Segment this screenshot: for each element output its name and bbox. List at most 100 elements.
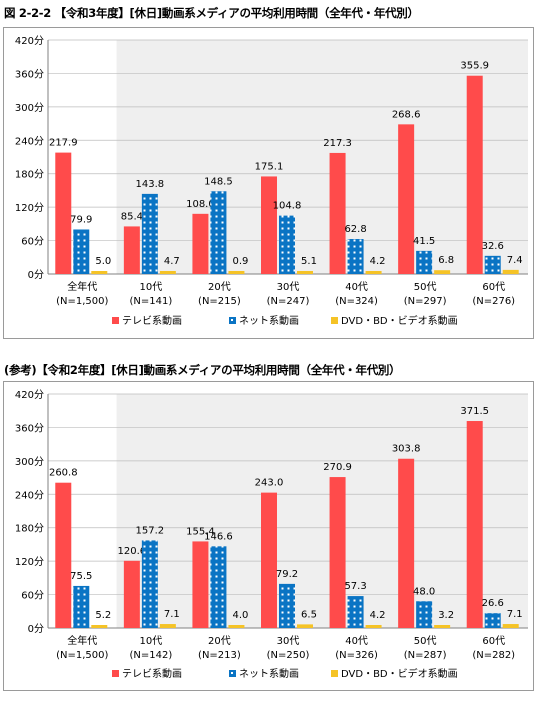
dvd-bar bbox=[159, 624, 176, 628]
y-tick-label: 120分 bbox=[15, 202, 44, 214]
data-label: 371.5 bbox=[460, 406, 489, 417]
dvd-bar bbox=[502, 624, 519, 628]
category-label: 30代 bbox=[277, 635, 300, 647]
data-label: 48.0 bbox=[413, 586, 435, 597]
data-label: 4.7 bbox=[164, 256, 180, 267]
sample-size-label: (N=1,500) bbox=[56, 650, 108, 661]
legend-label: DVD・BD・ビデオ系動画 bbox=[341, 314, 458, 327]
net-bar bbox=[210, 546, 227, 628]
data-label: 7.1 bbox=[164, 609, 180, 620]
dvd-bar bbox=[228, 625, 245, 628]
category-label: 40代 bbox=[345, 281, 368, 293]
net-bar bbox=[210, 191, 227, 274]
category-label: 30代 bbox=[277, 281, 300, 293]
dvd-bar bbox=[297, 271, 313, 274]
legend-label: テレビ系動画 bbox=[122, 314, 182, 327]
dvd-bar bbox=[502, 269, 519, 274]
data-label: 5.0 bbox=[95, 256, 111, 267]
y-tick-label: 0分 bbox=[28, 269, 44, 281]
data-label: 6.5 bbox=[301, 609, 317, 620]
data-label: 146.6 bbox=[204, 531, 233, 542]
tv-bar bbox=[466, 75, 483, 274]
legend-label: テレビ系動画 bbox=[122, 667, 182, 680]
dvd-bar bbox=[365, 625, 382, 628]
data-label: 143.8 bbox=[136, 179, 165, 190]
dvd-bar bbox=[159, 271, 176, 274]
data-label: 85.4 bbox=[121, 211, 143, 222]
sample-size-label: (N=297) bbox=[404, 296, 447, 307]
chart-title-2: (参考)【令和2年度】[休日]動画系メディアの平均利用時間（全年代・年代別） bbox=[4, 363, 401, 377]
data-label: 4.0 bbox=[232, 610, 248, 621]
sample-size-label: (N=1,500) bbox=[56, 296, 108, 307]
data-label: 355.9 bbox=[460, 61, 489, 72]
data-label: 243.0 bbox=[255, 478, 284, 489]
legend-swatch bbox=[331, 317, 338, 324]
net-bar bbox=[141, 193, 158, 274]
tv-bar bbox=[261, 176, 277, 274]
sample-size-label: (N=142) bbox=[129, 650, 172, 661]
tv-bar bbox=[398, 458, 415, 628]
dvd-bar bbox=[228, 271, 245, 274]
data-label: 79.2 bbox=[276, 569, 298, 580]
y-tick-label: 180分 bbox=[15, 523, 44, 535]
shaded-area bbox=[116, 394, 529, 628]
data-label: 175.1 bbox=[255, 161, 284, 172]
net-bar bbox=[416, 601, 433, 628]
y-tick-label: 240分 bbox=[15, 489, 44, 501]
net-bar bbox=[279, 583, 295, 628]
y-tick-label: 420分 bbox=[15, 35, 44, 47]
data-label: 5.2 bbox=[95, 610, 111, 621]
category-label: 60代 bbox=[482, 635, 505, 647]
data-label: 104.8 bbox=[273, 201, 302, 212]
net-bar bbox=[347, 239, 364, 274]
category-label: 40代 bbox=[345, 635, 368, 647]
legend-label: DVD・BD・ビデオ系動画 bbox=[341, 667, 458, 680]
y-tick-label: 360分 bbox=[15, 422, 44, 434]
chart-title-1: 図 2-2-2 【令和3年度】[休日]動画系メディアの平均利用時間（全年代・年代… bbox=[4, 6, 419, 20]
tv-bar bbox=[261, 492, 277, 628]
dvd-bar bbox=[365, 271, 382, 274]
data-label: 62.8 bbox=[344, 224, 366, 235]
sample-size-label: (N=215) bbox=[198, 296, 241, 307]
tv-bar bbox=[55, 482, 72, 628]
category-label: 20代 bbox=[208, 635, 231, 647]
net-bar bbox=[416, 250, 433, 274]
sample-size-label: (N=247) bbox=[267, 296, 310, 307]
data-label: 120.6 bbox=[118, 546, 147, 557]
sample-size-label: (N=276) bbox=[472, 296, 515, 307]
chart-panel-2: 0分 60分 120分 180分 240分 300分 360分 420分 260.8 75.5 5.… bbox=[3, 381, 534, 691]
sample-size-label: (N=213) bbox=[198, 650, 241, 661]
category-label: 全年代 bbox=[67, 280, 97, 293]
y-tick-label: 420分 bbox=[15, 389, 44, 401]
y-tick-label: 120分 bbox=[15, 556, 44, 568]
sample-size-label: (N=324) bbox=[335, 296, 378, 307]
net-bar bbox=[279, 215, 295, 274]
legend-label: ネット系動画 bbox=[239, 667, 299, 680]
data-label: 26.6 bbox=[482, 598, 504, 609]
chart-svg-2: 0分 60分 120分 180分 240分 300分 360分 420分 260.8 75.5 5.… bbox=[15, 389, 529, 680]
data-label: 5.1 bbox=[301, 256, 317, 267]
data-label: 79.9 bbox=[70, 214, 92, 225]
net-bar bbox=[484, 613, 501, 628]
data-label: 6.8 bbox=[438, 255, 454, 266]
data-label: 75.5 bbox=[70, 571, 92, 582]
chart-panel-1: 0分 60分 120分 180分 240分 300分 360分 420分 217.9 79.9 5.… bbox=[3, 27, 534, 339]
legend-swatch bbox=[112, 317, 119, 324]
y-tick-label: 60分 bbox=[21, 590, 44, 602]
tv-bar bbox=[192, 213, 209, 274]
tv-bar bbox=[123, 226, 140, 274]
data-label: 217.3 bbox=[323, 138, 352, 149]
category-label: 60代 bbox=[482, 281, 505, 293]
net-bar bbox=[141, 540, 158, 628]
tv-bar bbox=[192, 541, 209, 628]
data-label: 3.2 bbox=[438, 610, 454, 621]
tv-bar bbox=[329, 152, 346, 274]
data-label: 303.8 bbox=[392, 444, 421, 455]
sample-size-label: (N=326) bbox=[335, 650, 378, 661]
data-label: 270.9 bbox=[323, 462, 352, 473]
data-label: 7.4 bbox=[507, 255, 523, 266]
legend-swatch bbox=[112, 670, 119, 677]
chart-svg-1: 0分 60分 120分 180分 240分 300分 360分 420分 217.9 79.9 5.… bbox=[15, 35, 529, 327]
data-label: 217.9 bbox=[49, 138, 78, 149]
y-tick-label: 0分 bbox=[28, 623, 44, 635]
